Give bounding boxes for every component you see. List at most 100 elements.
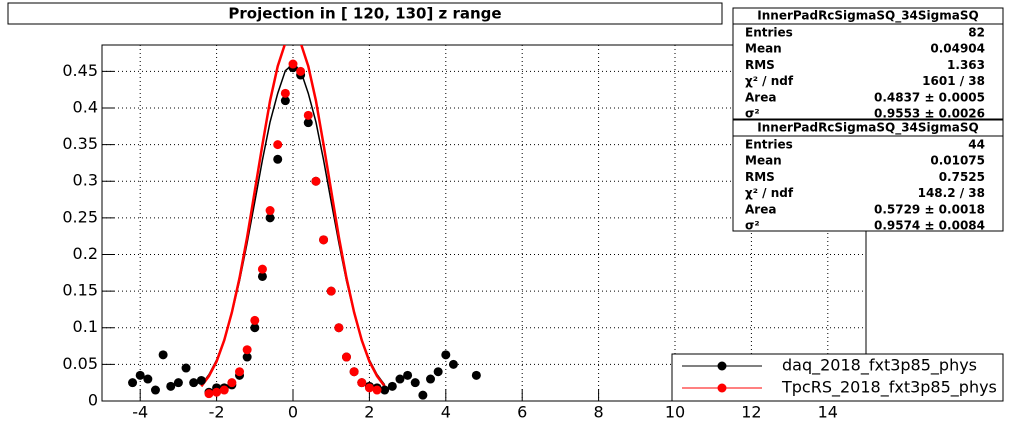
data-point [181, 363, 191, 373]
legend-box [671, 353, 1004, 402]
data-point [372, 385, 382, 395]
data-point [250, 315, 260, 325]
stats-label: Area [745, 202, 776, 216]
stats-value: 0.9553 ± 0.0026 [874, 107, 985, 121]
stats-title: InnerPadRcSigmaSQ_34SigmaSQ [757, 121, 978, 136]
x-tick-label: 8 [594, 403, 604, 422]
y-tick-label: 0.45 [62, 61, 98, 80]
data-point [334, 323, 344, 333]
stats-box [732, 119, 1004, 232]
data-point [403, 370, 413, 380]
title-box [7, 2, 723, 25]
data-point [357, 378, 367, 388]
data-point [280, 88, 290, 98]
data-point [173, 378, 183, 388]
data-point [441, 350, 451, 360]
legend-marker [717, 383, 727, 393]
plot-area [128, 45, 481, 400]
data-point [296, 66, 306, 76]
x-tick-label: -2 [209, 403, 225, 422]
stats-value: 44 [968, 138, 985, 152]
data-point [418, 390, 428, 400]
data-point [273, 140, 283, 150]
data-point [250, 323, 260, 333]
x-tick-label: -4 [132, 403, 148, 422]
legend-label: daq_2018_fxt3p85_phys [782, 356, 977, 376]
x-tick-label: 6 [517, 403, 527, 422]
data-point [158, 350, 168, 360]
data-point [319, 235, 329, 245]
data-point [433, 367, 443, 377]
stats-label: RMS [745, 58, 775, 72]
data-point [189, 378, 199, 388]
data-point [395, 374, 405, 384]
stats-label: σ² [745, 219, 760, 233]
legend-label: TpcRS_2018_fxt3p85_phys [781, 378, 997, 398]
stats-title: InnerPadRcSigmaSQ_34SigmaSQ [757, 9, 978, 24]
stats-value: 0.04904 [930, 42, 985, 56]
stats-label: Entries [745, 138, 793, 152]
data-point [380, 385, 390, 395]
stats-label: χ² / ndf [745, 74, 794, 88]
data-point [166, 381, 176, 391]
stats-label: Mean [745, 42, 782, 56]
data-point [204, 389, 214, 399]
data-point [143, 374, 153, 384]
fit-curve [200, 45, 386, 388]
x-tick-label: 4 [441, 403, 451, 422]
y-tick-label: 0.2 [73, 244, 98, 263]
data-point [150, 385, 160, 395]
data-point [387, 381, 397, 391]
data-point [341, 352, 351, 362]
data-point [257, 271, 267, 281]
stats-value: 82 [968, 26, 985, 40]
data-point [273, 154, 283, 164]
stats-value: 1.363 [947, 58, 985, 72]
x-tick-label: 10 [665, 403, 685, 422]
data-point [242, 352, 252, 362]
legend-marker [717, 361, 727, 371]
data-point [227, 378, 237, 388]
data-point [448, 359, 458, 369]
stats-label: Mean [745, 154, 782, 168]
x-tick-label: 12 [741, 403, 761, 422]
x-tick-label: 14 [818, 403, 838, 422]
y-tick-label: 0.05 [62, 354, 98, 373]
data-point [280, 96, 290, 106]
data-point [303, 110, 313, 120]
stats-label: Area [745, 90, 776, 104]
stats-label: RMS [745, 170, 775, 184]
stats-label: σ² [745, 107, 760, 121]
y-tick-label: 0.35 [62, 134, 98, 153]
stats-label: χ² / ndf [745, 186, 794, 200]
data-point [265, 213, 275, 223]
data-point [410, 378, 420, 388]
stats-value: 1601 / 38 [922, 74, 985, 88]
data-point [196, 375, 206, 385]
stats-value: 0.01075 [930, 154, 985, 168]
stats-label: Entries [745, 26, 793, 40]
y-tick-label: 0.4 [73, 97, 98, 116]
data-point [364, 383, 374, 393]
data-point [311, 176, 321, 186]
stats-value: 0.4837 ± 0.0005 [874, 90, 985, 104]
data-point [303, 118, 313, 128]
data-point [219, 385, 229, 395]
chart-title: Projection in [ 120, 130] z range [228, 5, 501, 23]
data-point [426, 374, 436, 384]
stats-value: 0.7525 [939, 170, 985, 184]
data-point [235, 367, 245, 377]
stats-value: 148.2 / 38 [918, 186, 985, 200]
stats-value: 0.9574 ± 0.0084 [874, 219, 985, 233]
x-tick-label: 0 [288, 403, 298, 422]
y-tick-label: 0 [88, 391, 98, 410]
x-tick-label: 2 [364, 403, 374, 422]
data-point [349, 367, 359, 377]
data-point [212, 387, 222, 397]
y-tick-label: 0.3 [73, 171, 98, 190]
data-point [265, 206, 275, 216]
data-point [128, 378, 138, 388]
data-point [242, 345, 252, 355]
data-point [471, 370, 481, 380]
